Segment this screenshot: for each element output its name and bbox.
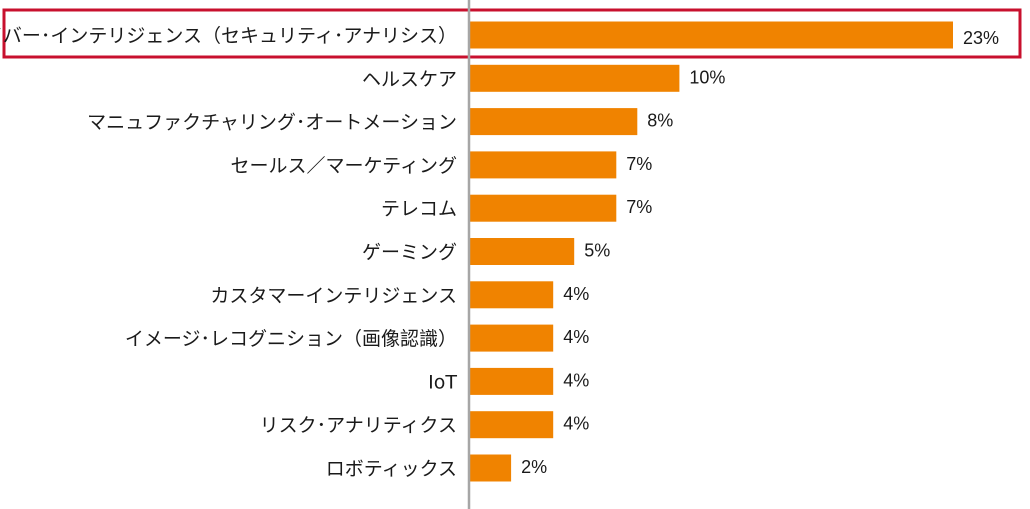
value-label: 7% [626,154,652,174]
bars-layer [469,21,953,482]
category-label: カスタマーインテリジェンス [210,285,457,307]
bar [469,367,554,395]
bar [469,324,554,352]
category-labels: サイバー･インテリジェンス（セキュリティ･アナリシス） ヘルスケアマニュファクチャ… [0,25,457,480]
value-label: 23% [963,28,999,48]
value-label: 8% [647,111,673,131]
bar [469,64,680,92]
category-label: マニュファクチャリング･オートメーション [87,112,457,134]
value-label: 5% [584,241,610,261]
value-label: 4% [563,414,589,434]
bar [469,151,617,179]
category-label: リスク･アナリティクス [260,415,457,437]
bar [469,238,575,265]
category-label: イメージ･レコグニション（画像認識） [125,328,457,350]
category-label: サイバー･インテリジェンス（セキュリティ･アナリシス） [0,25,457,47]
bar [469,21,953,49]
value-label: 10% [689,67,725,87]
value-label: 2% [521,457,547,477]
bar [469,454,512,482]
value-label: 4% [563,284,589,304]
bar [469,411,554,439]
category-label: ヘルスケア [362,68,457,90]
highlight-box [2,8,1022,59]
bar [469,108,638,136]
value-label: 4% [563,327,589,347]
category-label: IoT [428,371,457,393]
value-labels: 23% 10% 8% 7% 7% 5% 4% 4% 4% 4% 2% [521,28,999,477]
value-label: 7% [626,197,652,217]
bar [469,281,554,309]
category-label: ロボティックス [326,458,457,480]
category-label: セールス／マーケティング [231,155,457,177]
category-label: テレコム [381,198,457,220]
category-label: ゲーミング [362,242,457,264]
bar [469,194,617,222]
value-label: 4% [563,370,589,390]
